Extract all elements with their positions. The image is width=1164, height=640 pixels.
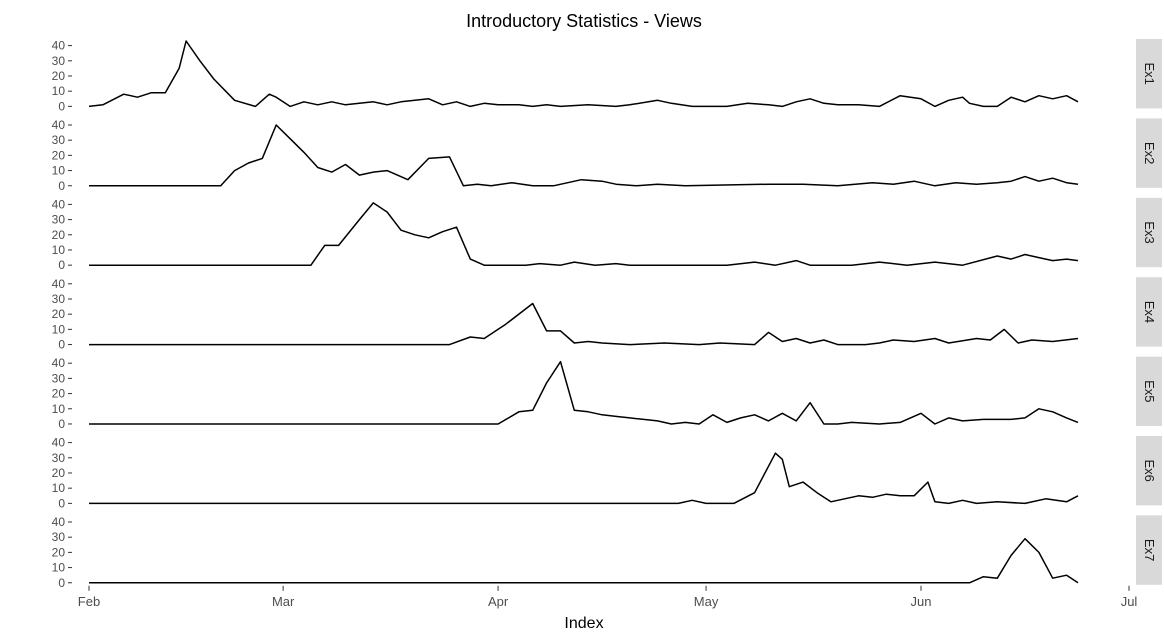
series-line-ex7 bbox=[89, 537, 1079, 584]
y-tick-label: 10 bbox=[52, 243, 66, 257]
y-tick-label: 30 bbox=[52, 213, 66, 227]
series-line-ex2 bbox=[89, 124, 1079, 187]
facet-strip-label: Ex5 bbox=[1142, 380, 1157, 402]
facet-strip bbox=[1136, 197, 1162, 268]
y-tick-label: 0 bbox=[58, 496, 65, 510]
facet-strip bbox=[1136, 118, 1162, 188]
y-tick-label: 10 bbox=[52, 481, 66, 495]
y-tick-label: 40 bbox=[52, 515, 66, 529]
y-tick-label: 20 bbox=[52, 148, 66, 162]
y-tick-label: 0 bbox=[58, 338, 65, 352]
y-tick-label: 30 bbox=[52, 54, 66, 68]
facet-strip-label: Ex6 bbox=[1142, 459, 1157, 481]
y-tick-label: 20 bbox=[52, 228, 66, 242]
y-tick-label: 20 bbox=[52, 387, 66, 401]
y-tick-label: 20 bbox=[52, 307, 66, 321]
y-tick-label: 30 bbox=[52, 133, 66, 147]
y-tick-label: 30 bbox=[52, 292, 66, 306]
series-line-ex6 bbox=[89, 452, 1079, 505]
y-tick-label: 10 bbox=[52, 322, 66, 336]
series-line-ex1 bbox=[88, 40, 1079, 108]
y-tick-label: 0 bbox=[58, 258, 65, 272]
facet-strip bbox=[1136, 356, 1162, 426]
x-tick-label: Jul bbox=[1121, 594, 1138, 609]
y-tick-label: 40 bbox=[52, 356, 66, 370]
facet-strip-label: Ex3 bbox=[1142, 221, 1157, 243]
y-tick-label: 40 bbox=[52, 118, 66, 132]
x-tick-label: Jun bbox=[911, 594, 932, 609]
facet-strip-label: Ex2 bbox=[1142, 142, 1157, 164]
facet-strip bbox=[1136, 39, 1162, 109]
y-tick-label: 40 bbox=[52, 277, 66, 291]
x-tick-label: May bbox=[694, 594, 719, 609]
facet-strip-label: Ex1 bbox=[1142, 62, 1157, 84]
y-tick-label: 40 bbox=[52, 197, 66, 211]
y-tick-label: 0 bbox=[58, 179, 65, 193]
y-tick-label: 20 bbox=[52, 545, 66, 559]
y-tick-label: 30 bbox=[52, 451, 66, 465]
y-tick-label: 10 bbox=[52, 402, 66, 416]
x-axis: Feb Mar Apr May Jun Jul bbox=[78, 585, 1138, 609]
facet-strip-label: Ex7 bbox=[1142, 539, 1157, 561]
y-tick-label: 30 bbox=[52, 371, 66, 385]
x-tick-label: Mar bbox=[272, 594, 295, 609]
y-tick-label: 10 bbox=[52, 561, 66, 575]
y-tick-label: 40 bbox=[52, 436, 66, 450]
facet-strip bbox=[1136, 277, 1162, 347]
facet-strip bbox=[1136, 515, 1162, 585]
x-tick-label: Apr bbox=[488, 594, 509, 609]
y-tick-label: 20 bbox=[52, 69, 66, 83]
facet-strip bbox=[1136, 436, 1162, 506]
y-tick-label: 20 bbox=[52, 466, 66, 480]
y-tick-label: 40 bbox=[52, 39, 66, 53]
facet-strip-label: Ex4 bbox=[1142, 301, 1157, 323]
series-line-ex4 bbox=[89, 302, 1079, 346]
y-tick-label: 10 bbox=[52, 164, 66, 178]
facet-panels: 010203040Ex1010203040Ex2010203040Ex30102… bbox=[52, 39, 1162, 590]
series-line-ex3 bbox=[89, 202, 1079, 266]
x-axis-title: Index bbox=[564, 615, 603, 632]
chart-title: Introductory Statistics - Views bbox=[466, 11, 702, 31]
y-tick-label: 0 bbox=[58, 417, 65, 431]
y-tick-label: 0 bbox=[58, 99, 65, 113]
y-tick-label: 0 bbox=[58, 576, 65, 590]
series-line-ex5 bbox=[89, 360, 1079, 425]
x-tick-label: Feb bbox=[78, 594, 100, 609]
y-tick-label: 30 bbox=[52, 530, 66, 544]
y-tick-label: 10 bbox=[52, 84, 66, 98]
